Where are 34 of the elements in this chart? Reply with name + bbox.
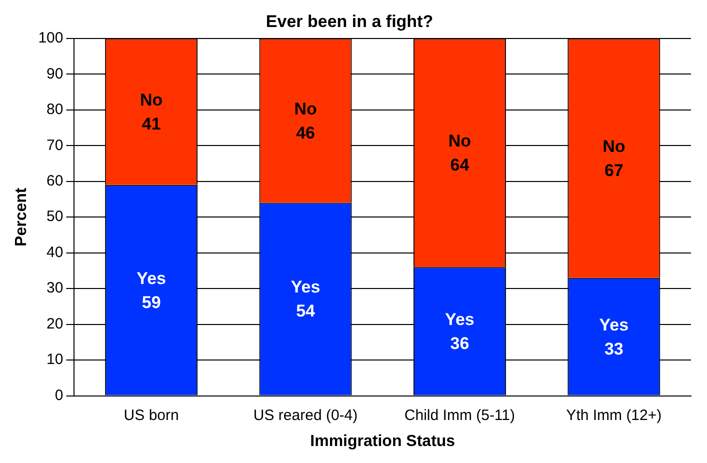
y-axis-title: Percent [13,187,30,246]
text: Yes [599,315,629,334]
data-label: 41 [142,114,161,134]
x-tick-label: Child Imm (5-11) [404,406,515,424]
y-tick-label: 20 [46,315,64,332]
data-label: 33 [604,339,624,358]
text: Yes [445,310,474,329]
text: Yes [136,268,166,288]
y-tick-label: 50 [46,208,64,226]
y-tick-label: 0 [54,386,64,404]
y-tick-label: 40 [46,244,64,261]
chart-title: Ever been in a fight? [266,12,434,31]
x-tick-label: US reared (0-4) [253,406,358,424]
series-label: No [294,99,317,118]
y-tick-label: 100 [38,30,64,47]
text: No [602,136,626,156]
y-tick-label: 10 [46,351,64,368]
data-label: 67 [604,160,624,180]
x-tick-label: US born [124,406,179,424]
data-label: 54 [296,302,316,321]
x-tick-label: Yth Imm (12+) [566,406,662,424]
text: No [448,131,472,150]
text: No [140,90,163,110]
x-axis-title: Immigration Status [310,432,456,450]
series-label: Yes [290,278,320,297]
y-tick-label: 30 [46,280,64,297]
data-label: 59 [142,292,161,312]
y-tick-label: 80 [46,101,64,118]
data-label: 36 [450,334,470,353]
y-tick-label: 90 [46,65,64,82]
y-tick-label: 70 [46,136,64,154]
data-label: 64 [450,155,470,174]
data-label: 46 [296,123,315,142]
y-tick-label: 60 [46,172,64,190]
